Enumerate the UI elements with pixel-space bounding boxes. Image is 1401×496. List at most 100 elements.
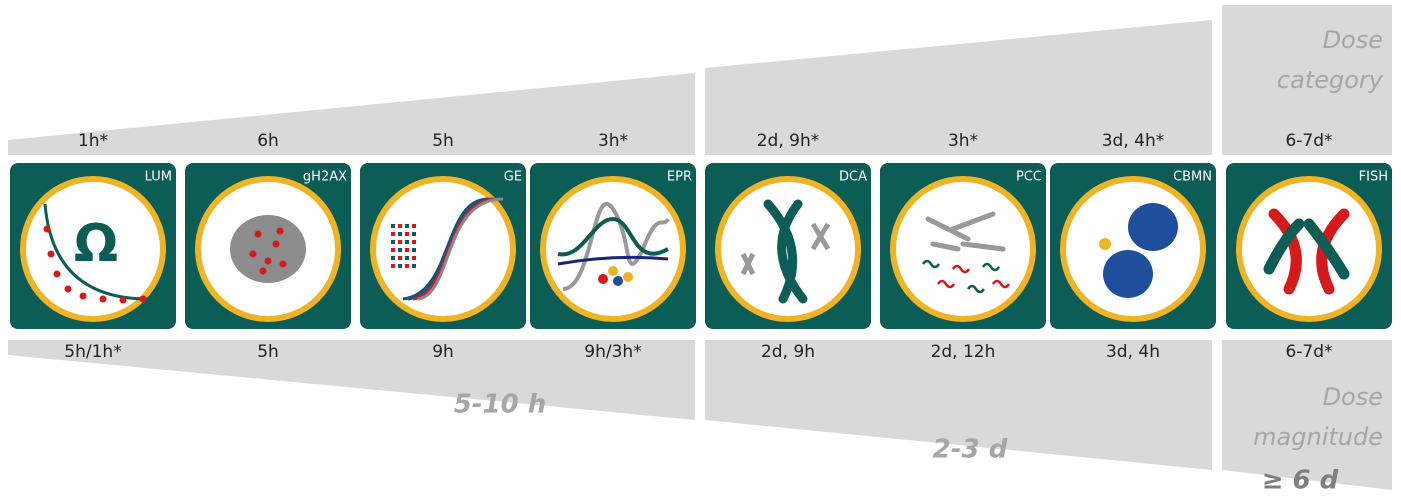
dot bbox=[608, 266, 618, 276]
spot bbox=[405, 232, 409, 236]
tile: FISH bbox=[1226, 163, 1392, 329]
focus bbox=[279, 260, 287, 268]
top-time: 1h* bbox=[78, 131, 108, 151]
tile: gH2AX bbox=[185, 163, 351, 329]
bottom-wedge bbox=[1222, 340, 1392, 490]
chromosome bbox=[740, 252, 756, 276]
spot bbox=[391, 248, 395, 252]
tile-circle bbox=[370, 176, 516, 322]
spot bbox=[398, 264, 402, 268]
spot bbox=[412, 256, 416, 260]
tile: LUM Ω bbox=[10, 163, 176, 329]
bottom-time: 9h/3h* bbox=[584, 342, 641, 362]
spot bbox=[412, 232, 416, 236]
group-label: 2-3 d bbox=[933, 435, 1008, 465]
chromosome bbox=[930, 241, 961, 252]
tile-circle bbox=[890, 176, 1036, 322]
bottom-time: 2d, 9h bbox=[761, 342, 815, 362]
spot bbox=[412, 264, 416, 268]
chromosome bbox=[777, 199, 808, 304]
dot bbox=[598, 274, 608, 284]
tile-name: FISH bbox=[1359, 170, 1388, 185]
top-wedge bbox=[705, 20, 1212, 155]
wedges bbox=[8, 5, 1392, 490]
spot bbox=[398, 224, 402, 228]
nucleus bbox=[1103, 250, 1153, 298]
spot bbox=[391, 224, 395, 228]
dot bbox=[47, 250, 55, 258]
spot bbox=[391, 232, 395, 236]
tile: DCA bbox=[705, 163, 871, 329]
spot bbox=[391, 256, 395, 260]
fragment bbox=[991, 279, 1011, 289]
tile-circle bbox=[1060, 176, 1206, 322]
dot bbox=[119, 296, 127, 304]
dot bbox=[53, 270, 61, 278]
bottom-time: 5h bbox=[257, 342, 279, 362]
top-time: 3h* bbox=[598, 131, 628, 151]
focus bbox=[272, 240, 280, 248]
group-label: 5-10 h bbox=[454, 390, 547, 420]
tile-circle bbox=[1236, 176, 1382, 322]
chromosome bbox=[925, 216, 971, 242]
spot bbox=[398, 240, 402, 244]
top-time: 5h bbox=[432, 131, 454, 151]
dot bbox=[623, 272, 633, 282]
wave bbox=[557, 216, 669, 257]
dot bbox=[79, 292, 87, 300]
wave bbox=[562, 201, 670, 291]
chromosome bbox=[1263, 218, 1305, 275]
focus bbox=[276, 227, 284, 235]
spot bbox=[405, 264, 409, 268]
tile: EPR bbox=[530, 163, 696, 329]
tile-name: LUM bbox=[145, 170, 172, 185]
tile-circle bbox=[540, 176, 686, 322]
tile: PCC bbox=[880, 163, 1046, 329]
curve bbox=[43, 203, 149, 301]
fragment bbox=[966, 284, 986, 294]
chromosome bbox=[1268, 208, 1302, 295]
bottom-wedge bbox=[705, 340, 1212, 470]
top-wedge bbox=[1222, 5, 1392, 155]
focus bbox=[254, 230, 262, 238]
top-caption: Dose category bbox=[1276, 26, 1383, 94]
spot bbox=[391, 264, 395, 268]
fragment bbox=[951, 264, 971, 274]
fragment bbox=[921, 259, 941, 269]
dot bbox=[99, 295, 107, 303]
focus bbox=[264, 257, 272, 265]
spot bbox=[405, 256, 409, 260]
spot bbox=[405, 240, 409, 244]
top-time: 2d, 9h* bbox=[757, 131, 820, 151]
wave bbox=[557, 255, 669, 266]
chromosome bbox=[763, 199, 798, 304]
spot bbox=[412, 240, 416, 244]
group-label: ≥ 6 d bbox=[1262, 466, 1339, 496]
spot bbox=[398, 232, 402, 236]
dot bbox=[43, 225, 51, 233]
dot bbox=[613, 276, 623, 286]
tile-circle bbox=[20, 176, 166, 322]
spot bbox=[391, 240, 395, 244]
tile-name: PCC bbox=[1016, 170, 1042, 185]
tile: CBMN bbox=[1050, 163, 1216, 329]
spot bbox=[398, 256, 402, 260]
fragment bbox=[981, 262, 1001, 272]
chromosome bbox=[1303, 218, 1350, 280]
nucleus bbox=[230, 215, 306, 283]
spot bbox=[405, 224, 409, 228]
focus bbox=[249, 250, 257, 258]
micronucleus bbox=[1099, 238, 1111, 250]
nucleus bbox=[1128, 203, 1178, 251]
bottom-time: 5h/1h* bbox=[64, 342, 121, 362]
bottom-time: 6-7d* bbox=[1285, 342, 1332, 362]
top-wedge bbox=[8, 73, 695, 155]
chromosome bbox=[950, 211, 996, 232]
curve bbox=[417, 197, 504, 301]
tile-name: EPR bbox=[667, 170, 692, 185]
spot bbox=[412, 248, 416, 252]
dot bbox=[64, 285, 72, 293]
bottom-time: 3d, 4h bbox=[1106, 342, 1160, 362]
